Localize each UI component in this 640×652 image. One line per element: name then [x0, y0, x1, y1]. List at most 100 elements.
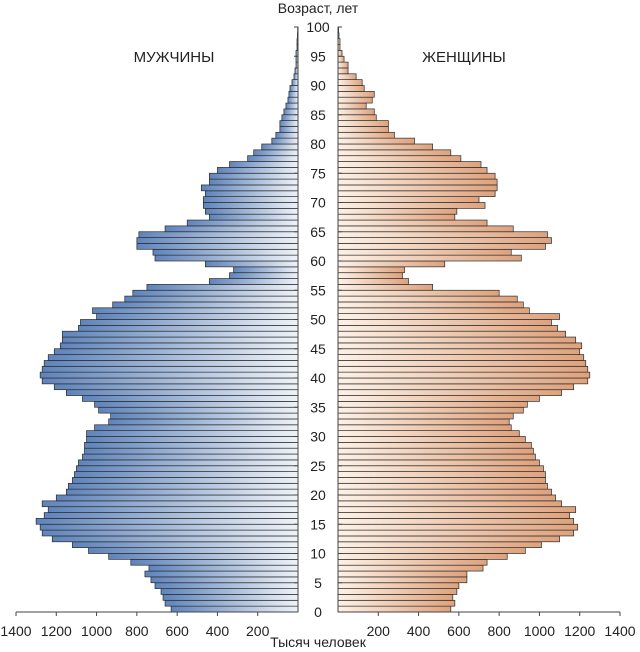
female-bar	[337, 436, 526, 443]
female-bar	[337, 178, 498, 186]
female-bar	[337, 541, 542, 548]
age-tick-label: 80	[310, 136, 326, 152]
female-bar	[337, 284, 434, 291]
female-bar	[337, 213, 456, 221]
male-bar	[154, 254, 299, 262]
male-bar	[41, 529, 299, 537]
female-bar	[337, 325, 558, 332]
female-bar	[337, 599, 456, 607]
female-bar	[337, 471, 546, 478]
male-bar	[86, 436, 299, 443]
age-tick-label: 75	[310, 165, 326, 181]
age-tick-label: 85	[310, 107, 326, 123]
x-tick-label-right: 1000	[524, 623, 555, 639]
male-bar	[35, 518, 299, 525]
female-bar	[337, 225, 514, 233]
male-bar	[94, 401, 299, 408]
male-bar	[229, 161, 299, 168]
male-bar	[285, 102, 299, 110]
female-bar	[337, 266, 405, 274]
female-bar	[337, 248, 512, 256]
male-bar	[78, 459, 299, 467]
female-bar	[337, 523, 579, 531]
male-bar	[84, 447, 299, 455]
male-bar	[53, 383, 299, 391]
female-bar	[337, 143, 434, 151]
female-bar	[337, 278, 409, 285]
male-bar	[78, 325, 299, 332]
female-bar	[337, 231, 548, 238]
male-bar	[247, 155, 299, 162]
female-bar	[337, 289, 500, 297]
male-bar	[209, 213, 299, 221]
x-tick-label-left: 1400	[0, 623, 31, 639]
male-bar	[98, 406, 299, 414]
female-bar	[337, 465, 544, 472]
male-bar	[68, 482, 299, 490]
male-bar	[146, 284, 299, 291]
male-bar	[108, 418, 299, 426]
female-bar	[337, 406, 524, 414]
male-bar	[72, 541, 299, 548]
age-tick-label: 15	[310, 516, 326, 532]
age-tick-label: 55	[310, 282, 326, 298]
male-bar	[279, 126, 299, 133]
female-bar	[337, 547, 526, 554]
age-axis-label: Возраст, лет	[278, 0, 359, 16]
male-bar	[162, 594, 299, 601]
female-bar	[337, 161, 482, 168]
male-bar	[96, 313, 299, 320]
female-bar	[337, 535, 560, 543]
male-bar	[229, 272, 299, 279]
female-bar	[337, 330, 566, 338]
female-bar	[337, 73, 357, 81]
x-tick-label-right: 1200	[564, 623, 595, 639]
female-side-label: ЖЕНЩИНЫ	[422, 49, 506, 66]
age-tick-label: 60	[310, 253, 326, 269]
male-bar	[43, 360, 299, 367]
male-bar	[289, 85, 299, 92]
male-bar	[200, 184, 299, 192]
female-bar	[337, 196, 480, 203]
male-bar	[59, 342, 299, 350]
x-tick-label-left: 1200	[41, 623, 72, 639]
female-bar	[337, 208, 458, 215]
male-bar	[53, 348, 299, 355]
x-tick-label-right: 200	[367, 623, 391, 639]
female-bar	[337, 137, 415, 145]
female-bar	[337, 172, 496, 180]
female-bar	[337, 254, 522, 262]
x-tick-label-right: 600	[447, 623, 471, 639]
male-bar	[144, 570, 299, 578]
x-tick-label-right: 800	[487, 623, 511, 639]
female-bar	[337, 237, 552, 244]
male-bar	[61, 330, 299, 338]
female-bar	[337, 336, 577, 344]
female-bar	[337, 365, 589, 373]
female-bar	[337, 301, 524, 309]
x-tick-label-left: 800	[125, 623, 149, 639]
female-bar	[337, 120, 389, 127]
female-bar	[337, 348, 581, 355]
age-tick-label: 35	[310, 399, 326, 415]
male-bar	[41, 500, 299, 508]
x-tick-label-right: 1400	[604, 623, 635, 639]
female-bar	[337, 401, 528, 408]
male-bar	[110, 412, 299, 420]
male-bar	[170, 605, 299, 613]
male-bar	[209, 278, 299, 285]
male-bar	[61, 336, 299, 344]
age-tick-label: 70	[310, 195, 326, 211]
female-bar	[337, 295, 518, 303]
female-bar	[337, 482, 548, 490]
age-tick-label: 25	[310, 458, 326, 474]
male-bar	[39, 371, 299, 379]
x-tick-label-left: 1000	[81, 623, 112, 639]
male-bar	[94, 424, 299, 431]
female-bar	[337, 102, 367, 110]
male-bar	[204, 190, 299, 198]
male-bar	[66, 389, 299, 396]
male-bar	[202, 202, 299, 209]
male-bar	[41, 377, 299, 385]
